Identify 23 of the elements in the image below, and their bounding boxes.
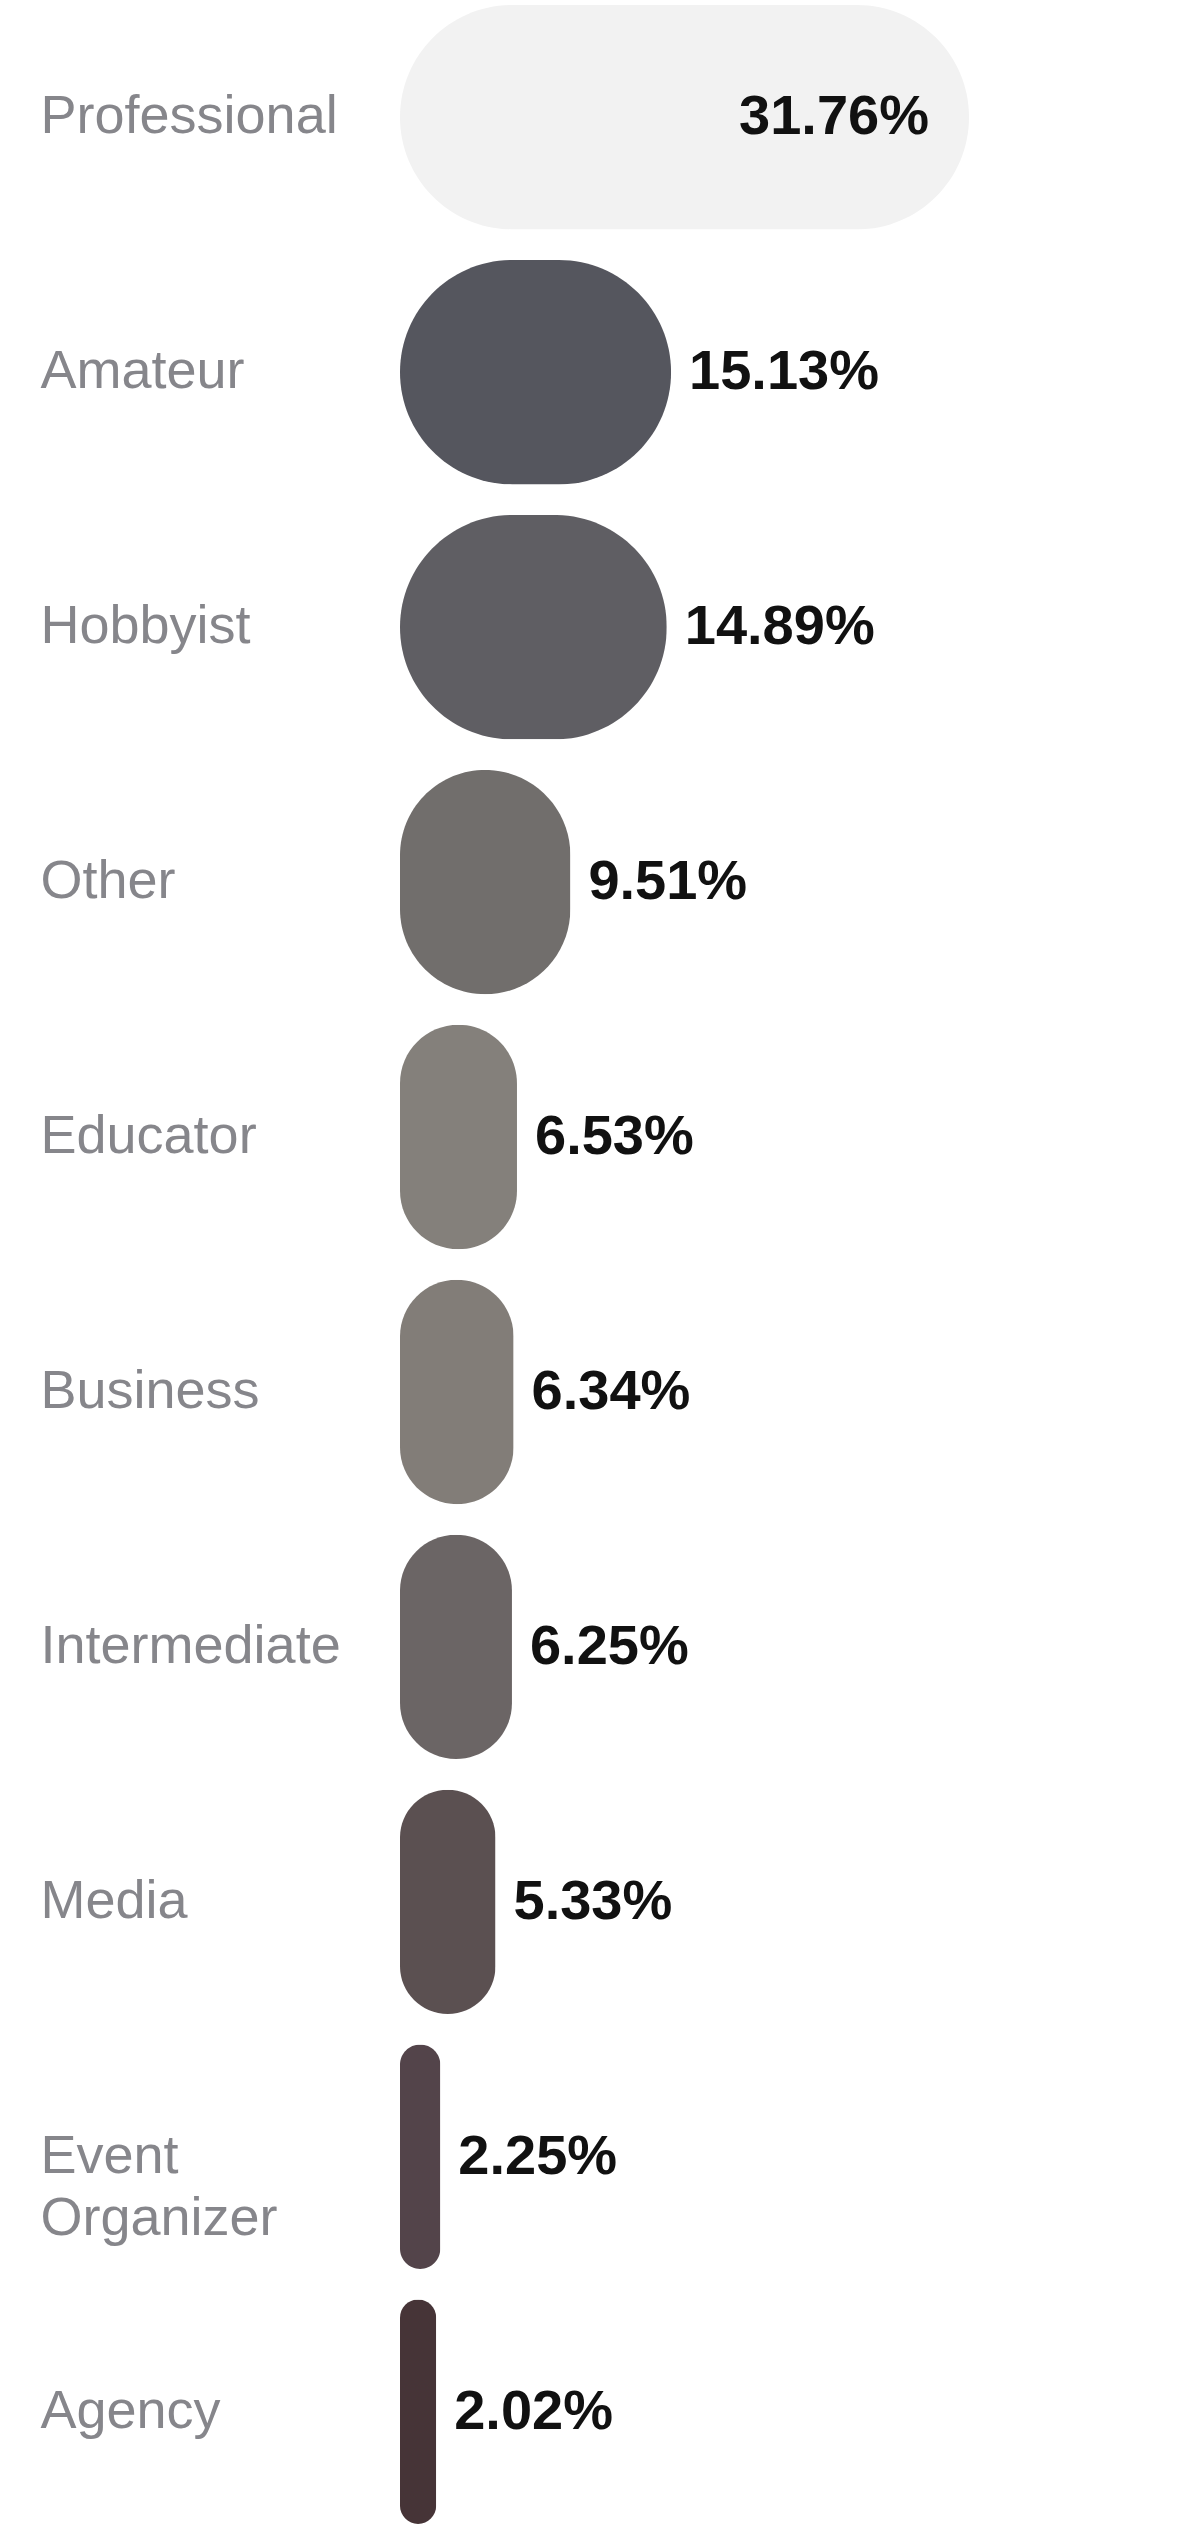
data-label: 15.13% — [689, 338, 879, 402]
data-label: 2.02% — [454, 2377, 613, 2441]
y-tick-label: Hobbyist — [40, 594, 251, 655]
y-tick-label: Event Organizer — [40, 2123, 278, 2246]
y-tick-label: Media — [40, 1868, 189, 1929]
y-tick-label: Other — [40, 849, 176, 910]
bar — [400, 1789, 496, 2015]
y-tick-label: Business — [40, 1358, 260, 1419]
y-tick-label: Agency — [40, 2378, 221, 2439]
y-tick-label: Intermediate — [40, 1613, 341, 1674]
data-label: 9.51% — [588, 848, 748, 912]
bar — [400, 2044, 441, 2269]
y-tick-label: Educator — [40, 1104, 257, 1165]
data-label: 2.25% — [458, 2122, 618, 2186]
y-tick-label: Professional — [40, 84, 338, 145]
data-label: 6.53% — [534, 1103, 694, 1167]
bar — [400, 2299, 437, 2524]
y-tick-label: Amateur — [40, 339, 245, 400]
data-label: 6.34% — [531, 1357, 691, 1421]
data-label: 5.33% — [513, 1867, 673, 1931]
data-label: 14.89% — [684, 593, 875, 657]
data-label: 31.76% — [739, 83, 929, 147]
data-label: 6.25% — [529, 1612, 689, 1676]
